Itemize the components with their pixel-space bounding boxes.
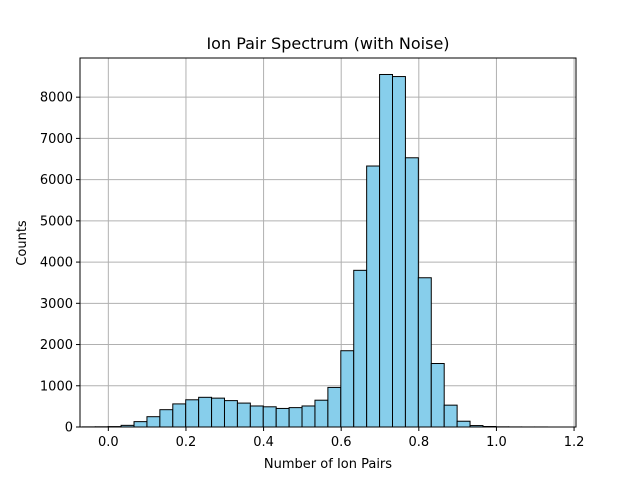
histogram-bar: [353, 269, 368, 428]
plot-frame: [79, 57, 577, 428]
histogram-bar: [404, 157, 419, 428]
x-tick-label: 1.0: [486, 435, 507, 450]
histogram-bar: [366, 165, 381, 428]
x-tick-label: 0.0: [98, 435, 119, 450]
histogram-bar: [456, 420, 471, 428]
histogram-bar: [314, 399, 329, 428]
y-tick-label: 1000: [40, 379, 73, 394]
x-tick-label: 1.2: [564, 435, 585, 450]
histogram-bar: [133, 421, 148, 428]
histogram-bar: [275, 407, 290, 428]
histogram-bar: [262, 406, 277, 428]
histogram-bar: [392, 76, 406, 428]
x-axis-title: Number of Ion Pairs: [264, 457, 392, 472]
x-tick-label: 0.2: [176, 435, 197, 450]
y-tick-label: 2000: [40, 338, 73, 353]
histogram-bar: [340, 350, 355, 428]
y-tick-label: 5000: [40, 214, 73, 229]
chart-title: Ion Pair Spectrum (with Noise): [206, 34, 449, 53]
histogram-bar: [185, 399, 200, 428]
histogram-bar: [430, 363, 445, 428]
histogram-bar: [223, 400, 238, 428]
x-axis-ticks: 0.0 0.2 0.4 0.6 0.8 1.0 1.2: [98, 427, 584, 450]
histogram-bar: [379, 73, 394, 428]
histogram-bar: [301, 405, 316, 428]
y-tick-label: 0: [65, 421, 73, 436]
y-tick-label: 6000: [40, 173, 73, 188]
x-tick-label: 0.6: [331, 435, 352, 450]
histogram-bar: [249, 405, 264, 428]
y-tick-label: 8000: [40, 91, 73, 106]
histogram-bar: [172, 403, 187, 428]
y-tick-label: 3000: [40, 297, 73, 312]
x-tick-label: 0.4: [253, 435, 274, 450]
histogram-bars: [81, 73, 549, 428]
histogram-bar: [198, 396, 213, 428]
histogram-bar: [236, 402, 251, 428]
histogram-bar: [443, 404, 458, 428]
histogram-bar: [146, 416, 161, 428]
y-axis-title: Counts: [15, 220, 30, 266]
histogram-bar: [327, 386, 342, 428]
y-axis-ticks: 0 1000 2000 3000 4000 5000 6000 7000 8000: [40, 91, 80, 436]
histogram-bar: [417, 277, 432, 428]
y-tick-label: 7000: [40, 132, 73, 147]
y-tick-label: 4000: [40, 256, 73, 271]
histogram-bar: [288, 407, 303, 428]
x-tick-label: 0.8: [408, 435, 429, 450]
histogram-bar: [159, 409, 174, 428]
histogram-bar: [211, 397, 225, 428]
